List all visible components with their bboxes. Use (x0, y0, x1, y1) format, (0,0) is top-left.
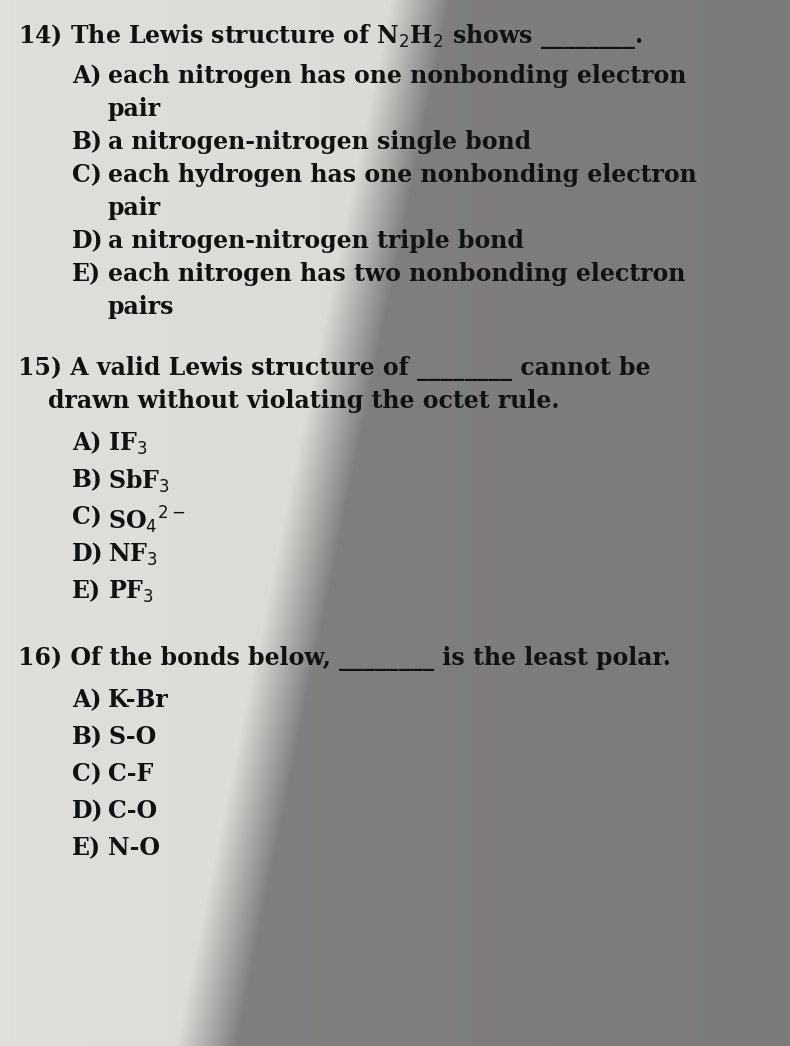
Text: each nitrogen has one nonbonding electron: each nitrogen has one nonbonding electro… (108, 64, 687, 88)
Text: each nitrogen has two nonbonding electron: each nitrogen has two nonbonding electro… (108, 262, 686, 286)
Text: D): D) (72, 799, 103, 823)
Text: C): C) (72, 505, 102, 529)
Text: E): E) (72, 262, 101, 286)
Text: C-O: C-O (108, 799, 157, 823)
Text: E): E) (72, 579, 101, 602)
Text: B): B) (72, 468, 103, 492)
Text: 14) The Lewis structure of N$_2$H$_2$ shows ________.: 14) The Lewis structure of N$_2$H$_2$ sh… (18, 22, 643, 51)
Text: E): E) (72, 836, 101, 860)
Text: A): A) (72, 688, 101, 712)
Text: 15) A valid Lewis structure of ________ cannot be: 15) A valid Lewis structure of ________ … (18, 356, 650, 381)
Text: K-Br: K-Br (108, 688, 169, 712)
Text: D): D) (72, 229, 103, 253)
Text: PF$_3$: PF$_3$ (108, 579, 154, 606)
Text: A): A) (72, 431, 101, 455)
Text: IF$_3$: IF$_3$ (108, 431, 147, 457)
Text: pair: pair (108, 97, 161, 121)
Text: a nitrogen-nitrogen triple bond: a nitrogen-nitrogen triple bond (108, 229, 524, 253)
Text: A): A) (72, 64, 101, 88)
Text: N-O: N-O (108, 836, 160, 860)
Text: each hydrogen has one nonbonding electron: each hydrogen has one nonbonding electro… (108, 163, 697, 187)
Text: C-F: C-F (108, 761, 153, 786)
Text: pairs: pairs (108, 295, 175, 319)
Text: D): D) (72, 542, 103, 566)
Text: a nitrogen-nitrogen single bond: a nitrogen-nitrogen single bond (108, 130, 531, 154)
Text: SO$_4$$^{2-}$: SO$_4$$^{2-}$ (108, 505, 185, 537)
Text: NF$_3$: NF$_3$ (108, 542, 158, 568)
Text: C): C) (72, 761, 102, 786)
Text: B): B) (72, 725, 103, 749)
Text: B): B) (72, 130, 103, 154)
Text: drawn without violating the octet rule.: drawn without violating the octet rule. (48, 389, 559, 413)
Text: C): C) (72, 163, 102, 187)
Text: SbF$_3$: SbF$_3$ (108, 468, 170, 495)
Text: 16) Of the bonds below, ________ is the least polar.: 16) Of the bonds below, ________ is the … (18, 646, 671, 670)
Text: pair: pair (108, 196, 161, 220)
Text: S-O: S-O (108, 725, 156, 749)
